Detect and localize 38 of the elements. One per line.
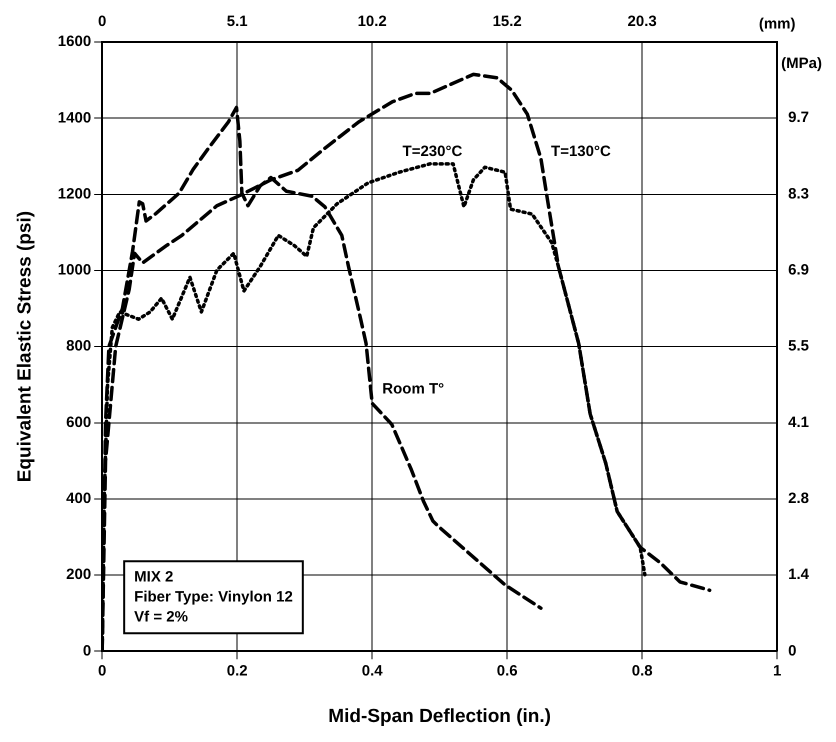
- y-tick-label: 0: [82, 642, 92, 660]
- y-tick-label: 1000: [58, 262, 92, 279]
- y2-tick-label: 9.7: [788, 109, 810, 126]
- x-tick-label: 0.2: [226, 662, 248, 680]
- x-tick-label: 0.8: [632, 662, 653, 680]
- x-tick-label: 1: [772, 662, 782, 680]
- x2-tick-label: 0: [98, 13, 106, 30]
- annotation: MIX 2: [134, 568, 174, 586]
- x2-tick-label: 20.3: [628, 13, 657, 30]
- x-axis-title: Mid-Span Deflection (in.): [328, 706, 552, 727]
- y2-tick-label: 5.5: [788, 338, 810, 355]
- y2-tick-label: 6.9: [788, 262, 810, 279]
- x-tick-label: 0.4: [362, 662, 384, 680]
- y-tick-label: 1200: [58, 185, 92, 202]
- y-tick-label: 600: [66, 414, 92, 431]
- x2-axis-title: (mm): [758, 16, 796, 33]
- y-tick-label: 1600: [58, 33, 92, 50]
- y-axis-title: Equivalent Elastic Stress (psi): [14, 210, 36, 482]
- x-tick-label: 0.6: [496, 662, 518, 680]
- x2-tick-label: 10.2: [358, 13, 387, 30]
- annotation: T=130°C: [551, 142, 611, 160]
- annotation: Fiber Type: Vinylon 12: [134, 588, 293, 606]
- annotation: Room T°: [382, 380, 444, 398]
- y-tick-label: 400: [66, 490, 92, 508]
- annotation: Vf = 2%: [134, 608, 188, 626]
- y2-tick-label: 8.3: [788, 185, 810, 202]
- y2-axis-title: (MPa): [781, 55, 822, 72]
- x2-tick-label: 15.2: [492, 13, 522, 30]
- y-tick-label: 1400: [58, 109, 92, 126]
- annotation: T=230°C: [402, 142, 462, 160]
- y2-tick-label: 4.1: [788, 414, 810, 431]
- y2-tick-label: 1.4: [788, 566, 810, 584]
- y-tick-label: 800: [66, 338, 92, 355]
- y2-tick-label: 2.8: [788, 490, 810, 508]
- y2-tick-label: 0: [788, 642, 796, 660]
- x-tick-label: 0: [98, 662, 106, 680]
- x2-tick-label: 5.1: [226, 13, 248, 30]
- y-tick-label: 200: [66, 566, 92, 584]
